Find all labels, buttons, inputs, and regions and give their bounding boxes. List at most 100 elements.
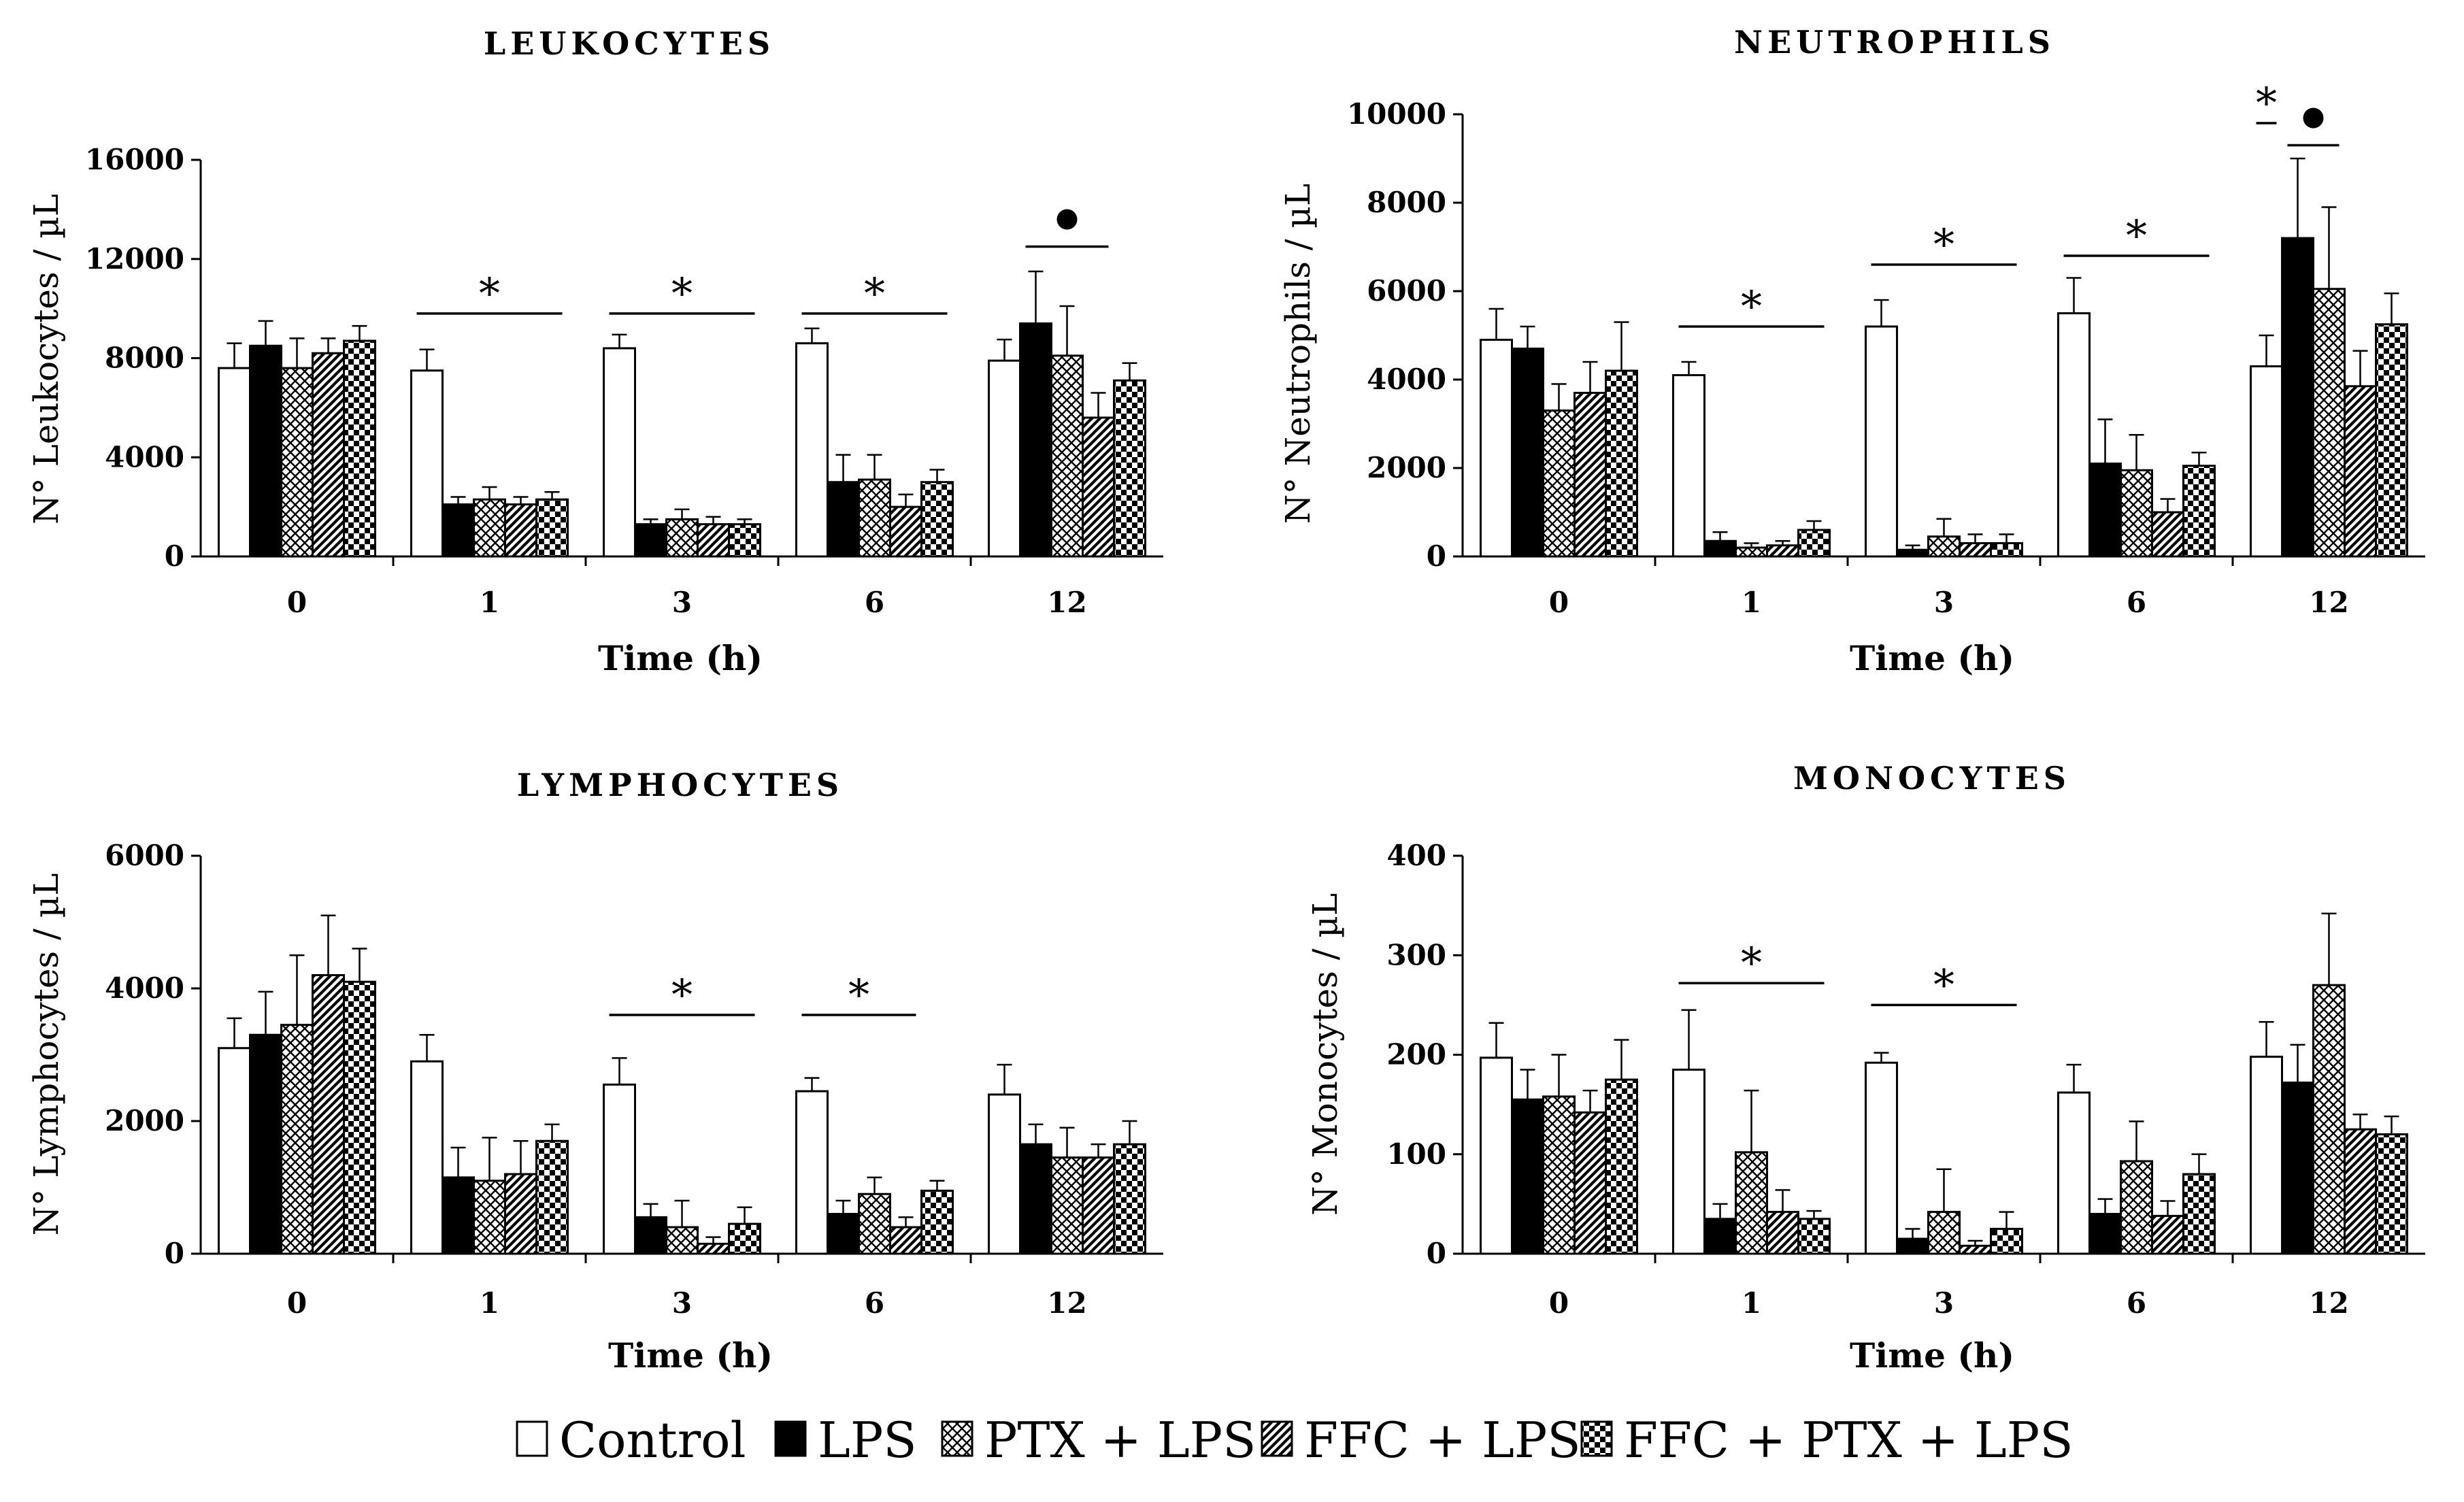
bar-lps-t0 xyxy=(1511,1098,1544,1255)
bar-ffc-lps-t3 xyxy=(1959,542,1992,558)
bar-control-t0 xyxy=(1480,339,1513,558)
legend-swatch-checker xyxy=(1580,1420,1613,1457)
bar-lps-t12 xyxy=(2281,237,2314,558)
bar-ffc-ptx-lps-t0 xyxy=(1605,1078,1638,1255)
significance-dot xyxy=(2303,107,2324,129)
y-tick-label: 16000 xyxy=(85,143,184,176)
bar-lps-t6 xyxy=(2088,463,2122,558)
bar-ptx-lps-t12 xyxy=(1050,354,1084,558)
bar-ffc-ptx-lps-t1 xyxy=(535,1139,569,1255)
significance-star: * xyxy=(671,970,693,1020)
x-tick-label: 0 xyxy=(1549,1286,1569,1320)
legend-swatch-crosshatch xyxy=(941,1420,973,1457)
bar-ptx-lps-t3 xyxy=(1927,1211,1961,1255)
y-tick-label: 0 xyxy=(1427,539,1446,573)
bar-control-t0 xyxy=(1480,1056,1513,1255)
bar-lps-t6 xyxy=(2088,1213,2122,1255)
bar-ptx-lps-t0 xyxy=(280,367,314,558)
bar-lps-t3 xyxy=(1896,1237,1929,1255)
y-axis-label: N° Monocytes / µL xyxy=(1305,893,1345,1216)
bar-ffc-ptx-lps-t6 xyxy=(2182,465,2216,558)
bar-ffc-lps-t1 xyxy=(1766,544,1799,558)
bar-ptx-lps-t1 xyxy=(1735,546,1768,558)
bar-ffc-ptx-lps-t12 xyxy=(1113,1143,1146,1255)
bar-ffc-lps-t1 xyxy=(504,1173,537,1255)
x-tick-label: 12 xyxy=(2309,586,2348,619)
bar-control-t3 xyxy=(1865,325,1898,558)
bar-lps-t1 xyxy=(442,1176,475,1255)
bar-lps-t1 xyxy=(1703,1218,1737,1255)
bar-ptx-lps-t12 xyxy=(1050,1156,1084,1255)
bar-lps-t12 xyxy=(1019,322,1052,558)
bar-ffc-ptx-lps-t0 xyxy=(343,339,376,558)
x-tick-label: 3 xyxy=(672,586,692,619)
bar-control-t1 xyxy=(410,1060,444,1255)
y-tick-label: 6000 xyxy=(1367,274,1446,307)
bar-lps-t3 xyxy=(1896,548,1929,558)
bar-ffc-ptx-lps-t6 xyxy=(920,1189,954,1255)
bar-ffc-lps-t12 xyxy=(2344,1128,2377,1255)
bar-ffc-ptx-lps-t0 xyxy=(1605,369,1638,558)
bar-ffc-lps-t3 xyxy=(1959,1244,1992,1255)
x-axis-label: Time (h) xyxy=(1850,638,2014,678)
bar-ffc-lps-t0 xyxy=(1574,392,1607,558)
bar-ffc-lps-t6 xyxy=(889,505,922,558)
bar-ffc-lps-t12 xyxy=(1082,416,1115,558)
bar-control-t6 xyxy=(795,1090,829,1255)
x-tick-label: 1 xyxy=(480,1286,499,1320)
bar-ffc-ptx-lps-t1 xyxy=(1797,1218,1831,1255)
bar-control-t12 xyxy=(988,1093,1021,1255)
significance-star: * xyxy=(671,269,693,318)
bar-control-t3 xyxy=(603,347,636,558)
bar-ffc-ptx-lps-t3 xyxy=(1990,1227,2023,1255)
chart-title: LYMPHOCYTES xyxy=(517,767,844,803)
bar-ffc-lps-t3 xyxy=(697,1242,730,1255)
x-tick-label: 1 xyxy=(480,586,499,619)
bar-lps-t1 xyxy=(1703,539,1737,558)
bar-ptx-lps-t6 xyxy=(858,1192,891,1255)
legend-swatch-black xyxy=(774,1420,807,1457)
bar-ptx-lps-t3 xyxy=(665,518,699,558)
y-tick-label: 4000 xyxy=(105,440,184,473)
x-tick-label: 1 xyxy=(1742,586,1761,619)
x-tick-label: 12 xyxy=(2309,1286,2348,1320)
bar-lps-t6 xyxy=(827,481,860,558)
significance-star: * xyxy=(1741,282,1762,331)
bar-ptx-lps-t0 xyxy=(1542,1095,1576,1255)
legend-label: LPS xyxy=(818,1412,917,1469)
bar-lps-t6 xyxy=(827,1213,860,1255)
bar-ffc-ptx-lps-t0 xyxy=(343,980,376,1255)
bar-ptx-lps-t3 xyxy=(1927,535,1961,558)
y-tick-label: 2000 xyxy=(1367,451,1446,484)
bar-control-t0 xyxy=(218,1047,251,1255)
x-tick-label: 0 xyxy=(287,586,307,619)
bar-ffc-ptx-lps-t3 xyxy=(728,523,761,558)
legend-swatch-white xyxy=(516,1420,548,1457)
x-tick-label: 1 xyxy=(1742,1286,1761,1320)
significance-dot xyxy=(1056,209,1078,230)
y-tick-label: 0 xyxy=(1427,1237,1446,1270)
y-tick-label: 4000 xyxy=(105,971,184,1005)
bar-lps-t3 xyxy=(634,523,667,558)
bar-control-t1 xyxy=(1672,1068,1705,1255)
legend-label: Control xyxy=(559,1412,746,1469)
bar-ffc-lps-t6 xyxy=(889,1226,922,1255)
bar-lps-t0 xyxy=(249,344,282,558)
bar-lps-t3 xyxy=(634,1216,667,1255)
bar-ptx-lps-t0 xyxy=(280,1024,314,1255)
bar-ffc-lps-t0 xyxy=(312,352,345,558)
y-tick-label: 200 xyxy=(1386,1038,1446,1071)
bar-ffc-lps-t0 xyxy=(1574,1111,1607,1255)
y-tick-label: 2000 xyxy=(105,1104,184,1137)
x-tick-label: 12 xyxy=(1047,1286,1086,1320)
significance-star: * xyxy=(2126,211,2147,261)
x-tick-label: 6 xyxy=(2127,586,2146,619)
bar-ffc-lps-t1 xyxy=(504,503,537,558)
x-tick-label: 6 xyxy=(865,1286,884,1320)
y-axis-label: N° Leukocytes / µL xyxy=(27,194,66,524)
significance-star: * xyxy=(2256,78,2277,128)
bar-ffc-lps-t12 xyxy=(1082,1156,1115,1255)
bar-ptx-lps-t1 xyxy=(473,498,506,558)
y-tick-label: 4000 xyxy=(1367,363,1446,396)
